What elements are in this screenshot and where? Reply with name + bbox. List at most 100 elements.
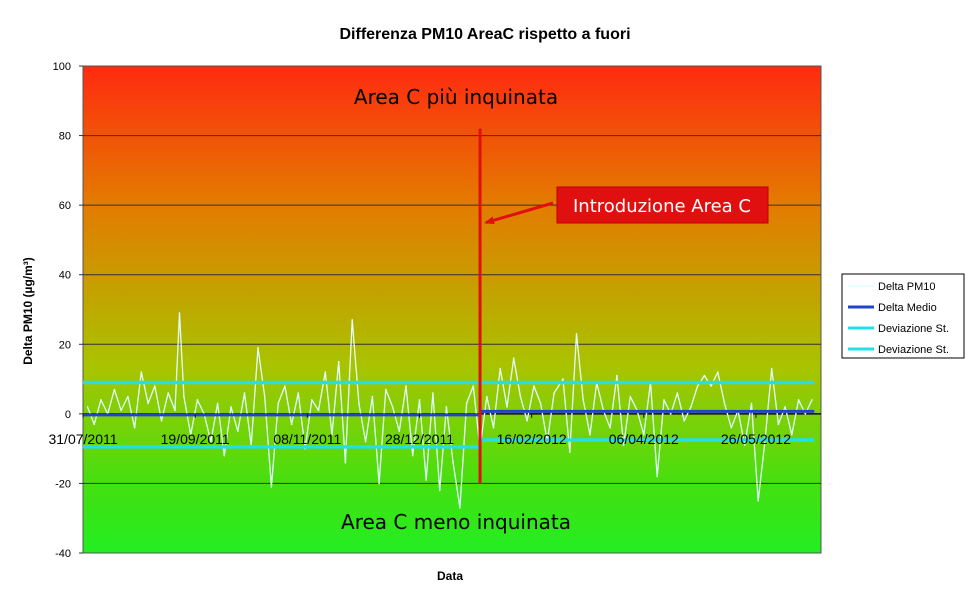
- data-point: [629, 395, 632, 398]
- data-point: [290, 423, 293, 426]
- data-point: [723, 402, 726, 405]
- data-point: [506, 406, 508, 408]
- y-tick-label: 0: [65, 409, 71, 421]
- data-point: [804, 413, 807, 415]
- legend-label: Deviazione St.: [878, 323, 949, 335]
- x-tick-label: 06/04/2012: [609, 431, 679, 447]
- data-point: [405, 385, 407, 387]
- data-point: [465, 402, 468, 405]
- data-point: [120, 409, 122, 412]
- x-axis: 31/07/2011 19/09/2011 08/11/2011 28/12/2011…: [48, 413, 791, 447]
- data-point: [133, 427, 136, 429]
- legend-box: [841, 273, 965, 359]
- event-arrow: [484, 201, 554, 225]
- data-point: [263, 395, 266, 398]
- data-point: [730, 427, 733, 429]
- data-point: [243, 392, 246, 394]
- data-point: [189, 433, 192, 436]
- data-point: [93, 423, 95, 426]
- x-tick-label: 16/02/2012: [497, 431, 567, 447]
- x-tick-label: 28/12/2011: [385, 431, 454, 447]
- data-point: [178, 312, 181, 314]
- data-point: [317, 409, 320, 412]
- data-point: [277, 402, 280, 405]
- series-layer: [83, 312, 815, 509]
- data-point: [174, 409, 176, 412]
- x-tick-label: 26/05/2012: [721, 431, 791, 447]
- data-point: [777, 423, 780, 426]
- data-point: [432, 392, 434, 394]
- data-point: [519, 395, 522, 398]
- data-point: [196, 399, 199, 401]
- data-point: [257, 347, 259, 349]
- data-point: [425, 479, 428, 481]
- event-callout-label: Introduzione Area C: [573, 196, 751, 217]
- data-point: [750, 402, 753, 405]
- data-point: [784, 406, 786, 408]
- data-point: [492, 427, 495, 429]
- data-point: [797, 399, 800, 401]
- data-point: [656, 475, 658, 478]
- data-point: [569, 451, 571, 453]
- data-point: [140, 371, 143, 373]
- data-point: [364, 440, 367, 443]
- data-point: [609, 427, 611, 429]
- y-tick-label: 60: [59, 200, 71, 212]
- data-point: [418, 399, 421, 401]
- data-point: [770, 367, 773, 370]
- legend-label: Delta Medio: [878, 302, 937, 314]
- data-point: [331, 433, 333, 436]
- data-point: [499, 367, 502, 370]
- top-zone-label: Area C più inquinata: [354, 85, 558, 109]
- x-tick-label: 19/09/2011: [161, 431, 230, 447]
- legend-label: Delta PM10: [878, 281, 935, 293]
- legend-label: Deviazione St.: [878, 344, 949, 356]
- data-point: [344, 461, 347, 464]
- data-point: [237, 430, 239, 433]
- data-point: [710, 385, 712, 387]
- data-point: [297, 392, 300, 394]
- data-point: [378, 482, 380, 485]
- data-point: [696, 385, 699, 387]
- data-point: [553, 392, 555, 394]
- data-point: [284, 385, 286, 387]
- data-point: [391, 406, 394, 408]
- data-point: [337, 360, 340, 363]
- event-annotation: Introduzione Area C: [478, 128, 769, 484]
- data-point: [167, 392, 169, 394]
- data-point: [582, 399, 584, 401]
- data-point: [811, 399, 813, 401]
- y-tick-label: -20: [55, 478, 71, 490]
- data-point: [385, 388, 387, 391]
- data-point: [743, 444, 746, 447]
- data-point: [223, 454, 226, 457]
- data-point: [512, 357, 515, 360]
- data-point: [717, 371, 719, 373]
- data-point: [643, 433, 645, 436]
- data-point: [113, 388, 116, 391]
- data-point: [452, 461, 454, 464]
- data-point: [533, 385, 535, 387]
- legend: Delta PM10 Delta Medio Deviazione St. Devia…: [841, 273, 965, 359]
- data-point: [622, 444, 625, 447]
- data-point: [324, 371, 327, 373]
- data-point: [147, 402, 149, 405]
- data-point: [669, 413, 672, 415]
- event-callout-box: [556, 186, 769, 224]
- data-point: [358, 402, 360, 405]
- y-tick-label: 20: [59, 339, 71, 351]
- x-axis-title: Data: [437, 569, 463, 583]
- data-point: [575, 333, 578, 335]
- data-point: [154, 385, 156, 387]
- data-point: [398, 430, 401, 433]
- data-point: [663, 399, 665, 401]
- data-point: [676, 392, 679, 394]
- data-point: [791, 433, 793, 436]
- data-point: [311, 399, 313, 401]
- data-point: [589, 433, 591, 436]
- y-axis-title: Delta PM10 (µg/m³): [21, 257, 35, 365]
- y-tick-label: -40: [55, 548, 71, 560]
- data-point: [86, 406, 89, 408]
- bottom-zone-label: Area C meno inquinata: [341, 510, 571, 534]
